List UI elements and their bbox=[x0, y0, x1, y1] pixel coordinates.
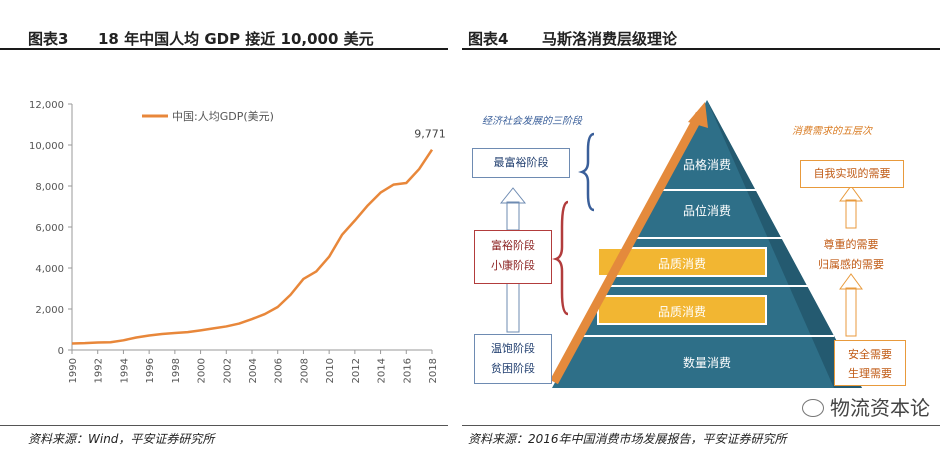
tier-label-2: 品位消费 bbox=[682, 204, 731, 218]
source-note: 资料来源：2016年中国消费市场发展报告，平安证券研究所 bbox=[468, 432, 787, 446]
x-tick-label: 2006 bbox=[274, 358, 285, 383]
y-tick-label: 0 bbox=[58, 346, 64, 357]
x-tick-label: 1992 bbox=[94, 358, 105, 383]
header-right: 消费需求的五层次 bbox=[792, 126, 872, 137]
figure-number: 图表3 bbox=[28, 30, 69, 48]
stage-label: 贫困阶段 bbox=[491, 362, 535, 375]
growth-arrow-head bbox=[688, 102, 708, 128]
title-rule bbox=[462, 48, 940, 50]
x-tick-label: 1994 bbox=[119, 358, 130, 383]
x-tick-label: 1998 bbox=[171, 358, 182, 383]
up-arrow-right bbox=[845, 287, 857, 337]
x-tick-label: 2016 bbox=[402, 358, 413, 383]
watermark-text: 物流资本论 bbox=[830, 396, 930, 420]
diagram-title: 马斯洛消费层级理论 bbox=[542, 30, 678, 48]
y-tick-label: 12,000 bbox=[29, 100, 64, 111]
up-arrow-right bbox=[845, 199, 857, 229]
need-label: 自我实现的需要 bbox=[813, 167, 891, 180]
tier-label-3: 品质消费 bbox=[657, 257, 706, 271]
x-tick-label: 2004 bbox=[248, 358, 259, 383]
stage-box-top: 最富裕阶段 bbox=[472, 148, 570, 178]
need-label: 尊重的需要 bbox=[823, 238, 879, 251]
highlight-bar bbox=[597, 295, 767, 325]
y-tick-label: 6,000 bbox=[35, 223, 64, 234]
x-tick-label: 2008 bbox=[299, 358, 310, 383]
title-rule bbox=[0, 48, 448, 50]
stage-label: 小康阶段 bbox=[491, 259, 535, 272]
right-panel: 图表4 马斯洛消费层级理论 bbox=[462, 0, 940, 451]
gdp-series-line bbox=[71, 149, 434, 345]
pyramid-graphic bbox=[499, 100, 863, 388]
legend-label: 中国:人均GDP(美元) bbox=[172, 110, 274, 123]
stage-box-mid: 富裕阶段 小康阶段 bbox=[474, 230, 552, 284]
stage-label: 温饱阶段 bbox=[491, 342, 535, 355]
left-title-bar: 图表3 18 年中国人均 GDP 接近 10,000 美元 bbox=[0, 22, 448, 48]
x-tick-label: 2002 bbox=[222, 358, 233, 383]
y-tick-label: 8,000 bbox=[35, 182, 64, 193]
growth-arrow bbox=[550, 111, 704, 385]
left-panel: 图表3 18 年中国人均 GDP 接近 10,000 美元 0 2,000 4,00… bbox=[0, 0, 448, 451]
source-rule bbox=[462, 425, 940, 426]
wechat-icon bbox=[802, 399, 824, 417]
gdp-line-chart: 0 2,000 4,000 6,000 8,000 10,000 12,000 1990 199… bbox=[29, 100, 446, 383]
y-tick-label: 2,000 bbox=[35, 305, 64, 316]
up-arrow-left bbox=[506, 276, 520, 333]
x-tick-label: 1990 bbox=[68, 358, 79, 383]
watermark: 物流资本论 bbox=[802, 392, 930, 421]
need-box-bottom: 安全需要 生理需要 bbox=[834, 340, 906, 386]
x-tick-label: 2012 bbox=[351, 358, 362, 383]
y-tick-label: 10,000 bbox=[29, 141, 64, 152]
tier-label-4: 品质消费 bbox=[657, 305, 706, 319]
source-note: 资料来源：Wind，平安证券研究所 bbox=[28, 432, 215, 446]
need-box-mid: 尊重的需要 归属感的需要 bbox=[802, 232, 900, 276]
stage-label: 富裕阶段 bbox=[491, 239, 535, 252]
brace-red bbox=[552, 200, 569, 316]
tier-label-bottom: 数量消费 bbox=[682, 356, 731, 370]
tier-label-top: 品格消费 bbox=[682, 158, 731, 172]
need-label: 生理需要 bbox=[848, 367, 892, 380]
right-title-bar: 图表4 马斯洛消费层级理论 bbox=[462, 22, 940, 48]
data-label-last: 9,771 bbox=[414, 128, 446, 141]
x-tick-label: 1996 bbox=[145, 358, 156, 383]
need-label: 安全需要 bbox=[848, 348, 892, 361]
y-tick-label: 4,000 bbox=[35, 264, 64, 275]
stage-label: 最富裕阶段 bbox=[493, 156, 549, 169]
x-tick-label: 2014 bbox=[377, 358, 388, 383]
brace-blue bbox=[578, 132, 595, 212]
need-label: 归属感的需要 bbox=[818, 258, 884, 271]
up-arrow-right bbox=[839, 185, 863, 202]
source-rule bbox=[0, 425, 448, 426]
up-arrow-left bbox=[506, 201, 520, 231]
header-left: 经济社会发展的三阶段 bbox=[482, 116, 582, 127]
chart-title: 18 年中国人均 GDP 接近 10,000 美元 bbox=[98, 30, 374, 48]
x-tick-label: 2018 bbox=[428, 358, 439, 383]
x-tick-label: 2010 bbox=[325, 358, 336, 383]
need-box-top: 自我实现的需要 bbox=[800, 160, 904, 188]
up-arrow-right bbox=[839, 273, 863, 290]
figure-number: 图表4 bbox=[468, 30, 509, 48]
stage-box-bottom: 温饱阶段 贫困阶段 bbox=[474, 334, 552, 384]
maslow-diagram: 经济社会发展的三阶段 消费需求的五层次 最富裕阶段 富裕阶段 小康阶段 温饱阶段… bbox=[462, 52, 940, 424]
up-arrow-left bbox=[499, 187, 527, 204]
pyramid-side-shade bbox=[707, 100, 862, 388]
x-tick-label: 2000 bbox=[197, 358, 208, 383]
